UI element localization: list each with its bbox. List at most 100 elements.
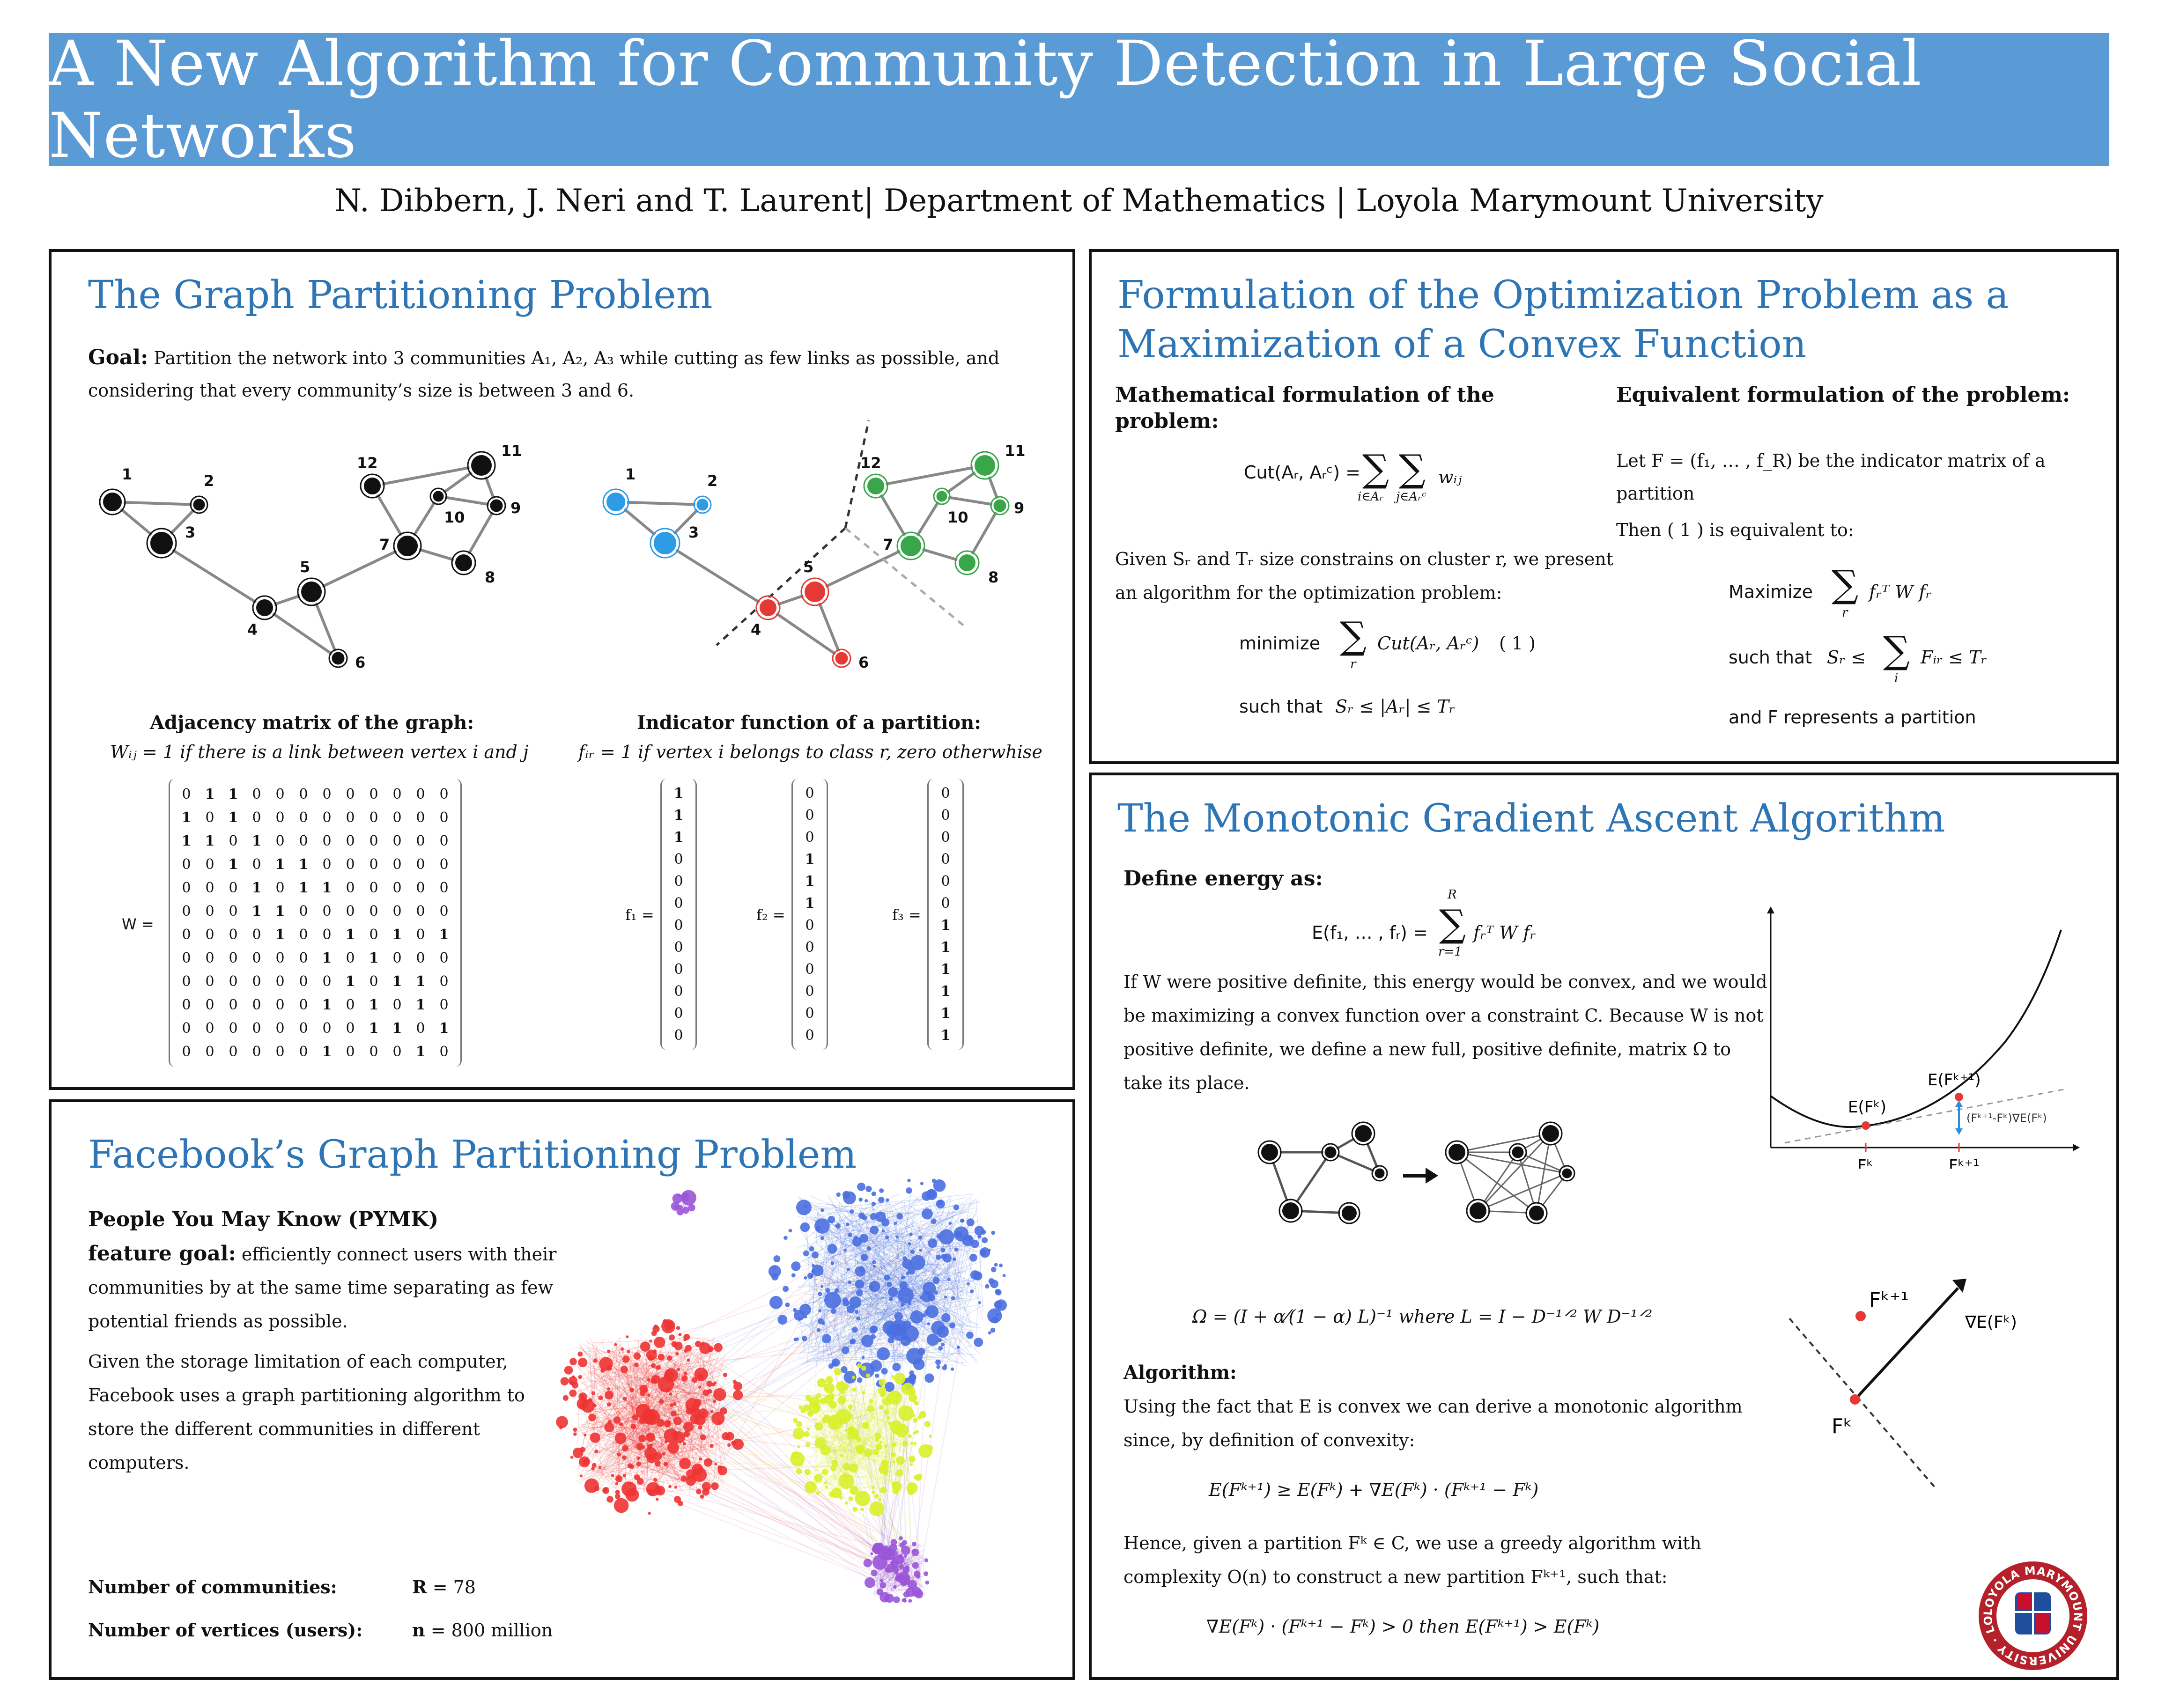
convexity-formula: E(Fᵏ⁺¹) ≥ E(Fᵏ) + ∇E(Fᵏ) · (Fᵏ⁺¹ − Fᵏ) bbox=[1209, 1480, 1539, 1500]
matrix-cell: 1 bbox=[415, 973, 426, 990]
left-graph-labels: 1 2 3 4 5 6 7 8 9 10 11 12 bbox=[122, 442, 522, 671]
vector-cell: 1 bbox=[940, 961, 951, 978]
f3-label: f₃ = bbox=[892, 906, 921, 924]
facebook-network-visualization bbox=[556, 1178, 1007, 1603]
point-fk bbox=[1862, 1121, 1870, 1130]
vector-cell: 0 bbox=[805, 983, 814, 1000]
matrix-cell: 1 bbox=[322, 950, 332, 966]
vector-cell: 0 bbox=[674, 895, 683, 912]
vertices-symbol: n bbox=[412, 1620, 425, 1641]
title-bar: A New Algorithm for Community Detection … bbox=[49, 28, 2109, 172]
matrix-cell: 0 bbox=[275, 973, 285, 990]
matrix-cell: 0 bbox=[392, 996, 402, 1013]
matrix-cell: 0 bbox=[322, 973, 332, 990]
algorithm-heading: Algorithm: bbox=[1123, 1362, 1237, 1384]
matrix-cell: 0 bbox=[182, 1043, 191, 1060]
equivalent-heading: Equivalent formulation of the problem: bbox=[1616, 383, 2070, 407]
adjacency-heading: Adjacency matrix of the graph: bbox=[150, 712, 474, 734]
energy-lhs: E(f₁, … , fᵣ) = bbox=[1312, 922, 1428, 943]
matrix-cell: 0 bbox=[322, 809, 332, 826]
matrix-cell: 0 bbox=[439, 856, 449, 873]
matrix-cell: 0 bbox=[182, 879, 191, 896]
maximize-term: fᵣᵀ W fᵣ bbox=[1869, 582, 1932, 602]
matrix-cell: 0 bbox=[299, 786, 308, 802]
matrix-cell: 0 bbox=[275, 950, 285, 966]
matrix-cell: 0 bbox=[205, 879, 214, 896]
matrix-cell: 0 bbox=[392, 950, 402, 966]
vector-cell: 0 bbox=[674, 917, 683, 934]
then-text: Then ( 1 ) is equivalent to: bbox=[1616, 520, 1854, 540]
matrix-cell: 1 bbox=[369, 996, 379, 1013]
para1-line-1: If W were positive definite, this energy… bbox=[1123, 972, 1767, 992]
matrix-cell: 0 bbox=[346, 832, 355, 849]
vector-cell: 1 bbox=[940, 939, 951, 956]
vector-cell: 0 bbox=[674, 961, 683, 978]
point-fk1 bbox=[1955, 1093, 1963, 1101]
matrix-cell: 0 bbox=[416, 879, 425, 896]
matrix-cell: 0 bbox=[416, 832, 425, 849]
para1-line-4: take its place. bbox=[1123, 1073, 1250, 1093]
vector-point-fk1 bbox=[1855, 1311, 1866, 1321]
matrix-cell: 0 bbox=[299, 832, 308, 849]
matrix-cell: 1 bbox=[181, 832, 192, 849]
storage-text-2: Facebook uses a graph partitioning algor… bbox=[88, 1385, 525, 1406]
adjacency-formula: Wᵢⱼ = 1 if there is a link between verte… bbox=[110, 742, 529, 762]
matrix-cell: 0 bbox=[392, 786, 402, 802]
vector-cell: 0 bbox=[805, 1005, 814, 1022]
vector-cell: 1 bbox=[805, 851, 815, 868]
matrix-cell: 1 bbox=[298, 856, 309, 873]
define-energy-heading: Define energy as: bbox=[1123, 867, 1323, 891]
matrix-cell: 1 bbox=[369, 950, 379, 966]
matrix-cell: 1 bbox=[322, 996, 332, 1013]
svg-text:6: 6 bbox=[858, 654, 869, 671]
maximize-label: Maximize bbox=[1729, 582, 1813, 602]
matrix-cell: 0 bbox=[369, 786, 378, 802]
matrix-cell: 1 bbox=[439, 1020, 449, 1037]
svg-text:12: 12 bbox=[860, 454, 881, 472]
vector-cell: 0 bbox=[674, 939, 683, 956]
svg-text:5: 5 bbox=[803, 558, 813, 576]
matrix-cell: 0 bbox=[392, 903, 402, 920]
matrix-cell: 1 bbox=[205, 786, 215, 802]
vector-cell: 0 bbox=[941, 851, 950, 868]
matrix-cell: 0 bbox=[275, 1043, 285, 1060]
algorithm-line-2: since, by definition of convexity: bbox=[1123, 1430, 1415, 1450]
svg-text:4: 4 bbox=[247, 621, 258, 639]
matrix-cell: 0 bbox=[229, 1020, 238, 1037]
vector-point-fk bbox=[1850, 1394, 1860, 1405]
graph-partitioning-panel: The Graph Partitioning Problem Goal: Par… bbox=[49, 249, 1075, 1090]
matrix-cell: 0 bbox=[205, 1020, 214, 1037]
matrix-cell: 1 bbox=[228, 786, 238, 802]
matrix-cell: 0 bbox=[322, 786, 332, 802]
matrix-cell: 0 bbox=[299, 903, 308, 920]
svg-text:2: 2 bbox=[707, 472, 717, 490]
maximize-sum-symbol: ∑ bbox=[1832, 562, 1859, 606]
matrix-cell: 1 bbox=[251, 832, 262, 849]
matrix-cell: 0 bbox=[205, 903, 214, 920]
matrix-cell: 1 bbox=[345, 926, 355, 943]
university-seal: LOYOLA MARYMOUNT UNIVERSITY · LOS ANGELE… bbox=[1977, 1560, 2087, 1670]
matrix-cell: 0 bbox=[392, 809, 402, 826]
svg-text:11: 11 bbox=[501, 442, 522, 460]
matrix-cell: 0 bbox=[369, 1043, 378, 1060]
matrix-cell: 0 bbox=[252, 809, 261, 826]
svg-text:10: 10 bbox=[947, 508, 968, 526]
minimize-term: Cut(Aᵣ, Aᵣᶜ) bbox=[1377, 633, 1479, 654]
feature-goal-text-3: potential friends as possible. bbox=[88, 1311, 348, 1332]
vector-cell: 0 bbox=[941, 829, 950, 846]
matrix-cell: 0 bbox=[346, 1043, 355, 1060]
matrix-cell: 1 bbox=[228, 809, 238, 826]
svg-text:E(Fᵏ⁺¹): E(Fᵏ⁺¹) bbox=[1928, 1071, 1981, 1090]
f2-label: f₂ = bbox=[756, 906, 785, 924]
matrix-cell: 0 bbox=[416, 1020, 425, 1037]
matrix-cell: 0 bbox=[182, 856, 191, 873]
panel-title: The Graph Partitioning Problem bbox=[88, 273, 713, 317]
